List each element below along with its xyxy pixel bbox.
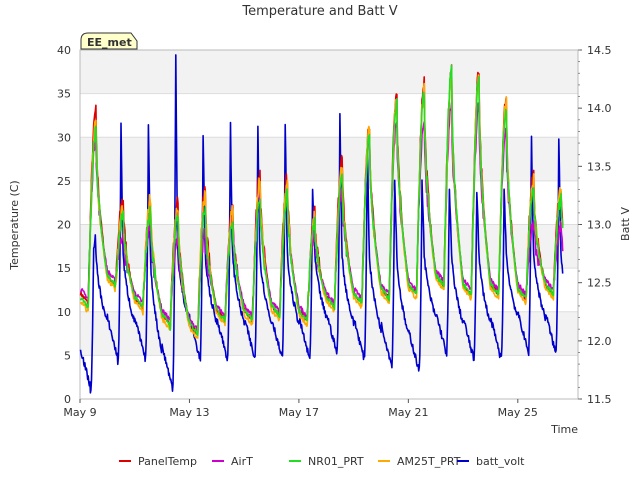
y-tick-label: 25 (57, 175, 71, 188)
y-tick-label: 10 (57, 306, 71, 319)
legend-label: AirT (231, 455, 253, 468)
y2-axis-label: Batt V (619, 207, 632, 241)
y2-tick-label: 11.5 (587, 393, 612, 406)
y2-tick-label: 14.0 (587, 102, 612, 115)
grid-band (80, 50, 578, 94)
y-tick-label: 15 (57, 262, 71, 275)
station-badge: EE_met (80, 32, 138, 50)
y2-tick-label: 14.5 (587, 44, 612, 57)
grid-band (80, 224, 578, 269)
y2-tick-label: 12.5 (587, 277, 612, 290)
y2-tick-label: 13.0 (587, 219, 612, 232)
y-axis-label: Temperature (C) (8, 180, 21, 270)
x-tick-label: May 13 (169, 406, 209, 419)
y2-tick-label: 12.0 (587, 335, 612, 348)
plot-bands (80, 50, 578, 399)
series-lines (79, 54, 564, 394)
y-tick-label: 0 (64, 393, 71, 406)
x-tick-label: May 17 (279, 406, 319, 419)
left-axis-ticks: 0 5 10 15 20 25 30 35 40 (57, 44, 71, 406)
y2-tick-label: 13.5 (587, 160, 612, 173)
legend-label: PanelTemp (138, 455, 197, 468)
y-tick-label: 40 (57, 44, 71, 57)
grid-band (80, 137, 578, 181)
y-tick-label: 20 (57, 219, 71, 232)
series-line-nr01-prt (79, 64, 564, 336)
chart-title: Temperature and Batt V (241, 4, 397, 19)
series-line-batt-volt (79, 54, 564, 394)
legend-label: AM25T_PRT (397, 455, 461, 468)
legend: PanelTemp AirT NR01_PRT AM25T_PRT batt_volt (119, 455, 525, 468)
y-tick-label: 30 (57, 131, 71, 144)
x-axis-label: Time (550, 423, 578, 436)
right-axis-ticks: 11.5 12.0 12.5 13.0 13.5 14.0 14.5 (578, 44, 612, 406)
x-tick-label: May 21 (388, 406, 428, 419)
badge-background (80, 32, 138, 50)
legend-label: NR01_PRT (308, 455, 364, 468)
x-tick-label: May 9 (63, 406, 96, 419)
y-tick-label: 35 (57, 88, 71, 101)
legend-label: batt_volt (476, 455, 525, 468)
badge-label: EE_met (87, 36, 132, 49)
x-tick-label: May 25 (498, 406, 538, 419)
x-axis-ticks: May 9 May 13 May 17 May 21 May 25 (63, 399, 538, 419)
y-tick-label: 5 (64, 349, 71, 362)
